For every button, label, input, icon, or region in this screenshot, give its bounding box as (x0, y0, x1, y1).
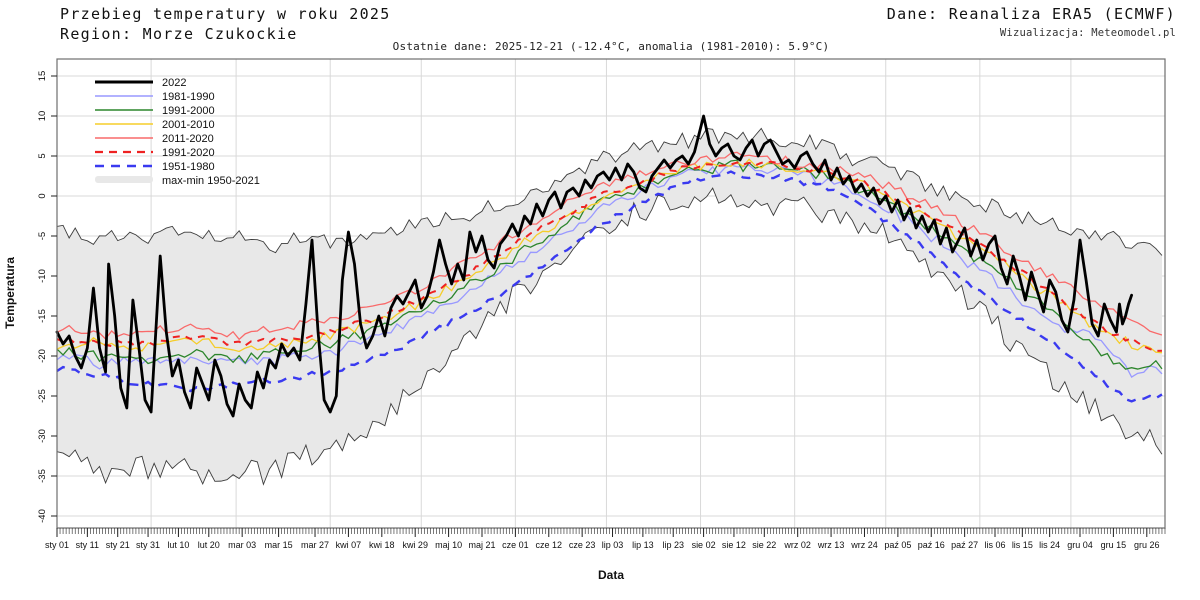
x-tick-label: lut 20 (198, 540, 220, 550)
legend-item-2022: 2022 (95, 77, 186, 89)
legend-item-1991-2020: 1991-2020 (95, 147, 215, 159)
series-2011-2020 (56, 151, 1163, 341)
y-tick-label: -30 (37, 429, 48, 443)
x-tick-label: lip 13 (632, 540, 654, 550)
x-tick-label: mar 27 (301, 540, 329, 550)
x-tick-label: sty 21 (106, 540, 130, 550)
x-tick-label: paź 05 (884, 540, 911, 550)
x-tick-label: lip 23 (662, 540, 684, 550)
y-tick-label: 0 (37, 193, 48, 198)
legend-item-1951-1980: 1951-1980 (95, 161, 215, 173)
legend-item-label: max-min 1950-2021 (162, 175, 260, 187)
x-tick-label: lis 06 (984, 540, 1005, 550)
legend-item-2001-2010: 2001-2010 (95, 119, 215, 131)
legend-item-max-min-1950-2021: max-min 1950-2021 (95, 175, 260, 187)
legend-item-label: 2022 (162, 77, 186, 89)
x-tick-label: mar 15 (265, 540, 293, 550)
x-tick-label: sie 02 (692, 540, 716, 550)
y-tick-label: -25 (37, 389, 48, 403)
x-axis: sty 01 sty 11 sty 21 sty 31 lut 10 lut 20 mar … (45, 528, 1166, 550)
legend-item-1991-2000: 1991-2000 (95, 105, 215, 117)
y-tick-label: -5 (37, 232, 48, 240)
visualization-credit: Wizualizacja: Meteomodel.pl (1000, 27, 1176, 39)
x-tick-label: wrz 02 (783, 540, 811, 550)
x-tick-label: paź 27 (951, 540, 978, 550)
legend-item-label: 1991-2020 (162, 147, 215, 159)
y-tick-label: -40 (37, 509, 48, 523)
x-tick-label: maj 10 (435, 540, 462, 550)
y-tick-label: 5 (37, 153, 48, 158)
y-tick-label: -10 (37, 269, 48, 283)
x-tick-label: lut 10 (167, 540, 189, 550)
x-tick-label: cze 23 (569, 540, 596, 550)
legend: 2022 1981-1990 1991-2000 2001-2010 2011-2020… (95, 77, 260, 187)
last-data-subtitle: Ostatnie dane: 2025-12-21 (-12.4°C, anom… (393, 40, 830, 53)
x-tick-label: sty 31 (136, 540, 160, 550)
band-min-edge (56, 187, 1163, 486)
plot-area: sty 01 sty 11 sty 21 sty 31 lut 10 lut 20 mar … (37, 58, 1166, 550)
x-tick-label: lip 03 (602, 540, 624, 550)
x-tick-label: sie 22 (752, 540, 776, 550)
x-tick-label: gru 04 (1067, 540, 1093, 550)
x-tick-label: kwi 29 (402, 540, 428, 550)
y-axis: 15 10 5 0 -5 -10 -15 -20 -25 -30 -35 -40 (37, 71, 57, 523)
y-tick-label: -20 (37, 349, 48, 363)
y-tick-label: 15 (37, 71, 48, 82)
x-tick-label: gru 15 (1101, 540, 1127, 550)
series-current-year (55, 114, 1134, 418)
y-tick-label: -15 (37, 309, 48, 323)
legend-item-label: 1951-1980 (162, 161, 215, 173)
x-tick-label: sty 11 (76, 540, 99, 550)
series-1991-2000 (56, 159, 1163, 370)
legend-item-label: 2001-2010 (162, 119, 215, 131)
page-title: Przebieg temperatury w roku 2025 (60, 5, 391, 23)
legend-item-2011-2020: 2011-2020 (95, 133, 214, 145)
y-tick-label: -35 (37, 469, 48, 483)
band-maxmin-fill (57, 128, 1162, 485)
y-tick-label: 10 (37, 111, 48, 122)
x-axis-title: Data (598, 568, 624, 582)
x-tick-label: cze 12 (536, 540, 563, 550)
legend-item-label: 1981-1990 (162, 91, 215, 103)
y-axis-title: Temperatura (3, 257, 17, 329)
x-tick-label: mar 03 (228, 540, 256, 550)
data-source-label: Dane: Reanaliza ERA5 (ECMWF) (887, 5, 1176, 23)
x-tick-label: wrz 24 (850, 540, 878, 550)
x-tick-label: lis 15 (1012, 540, 1033, 550)
plot-border (56, 58, 1166, 529)
series-1981-1990 (56, 164, 1163, 378)
x-tick-label: paź 16 (918, 540, 945, 550)
region-subtitle: Region: Morze Czukockie (60, 25, 298, 43)
x-tick-label: kwi 07 (336, 540, 362, 550)
band-max-edge (56, 127, 1163, 256)
x-tick-label: lis 24 (1039, 540, 1060, 550)
x-tick-label: sty 01 (45, 540, 69, 550)
x-tick-label: cze 01 (502, 540, 529, 550)
x-tick-label: sie 12 (722, 540, 746, 550)
series-1951-1980 (56, 170, 1163, 403)
x-tick-label: wrz 13 (817, 540, 845, 550)
legend-item-1981-1990: 1981-1990 (95, 91, 215, 103)
x-tick-label: kwi 18 (369, 540, 395, 550)
legend-band-swatch (95, 176, 153, 183)
x-tick-label: gru 26 (1134, 540, 1160, 550)
legend-item-label: 1991-2000 (162, 105, 215, 117)
legend-item-label: 2011-2020 (162, 133, 214, 145)
x-tick-label: maj 21 (468, 540, 495, 550)
